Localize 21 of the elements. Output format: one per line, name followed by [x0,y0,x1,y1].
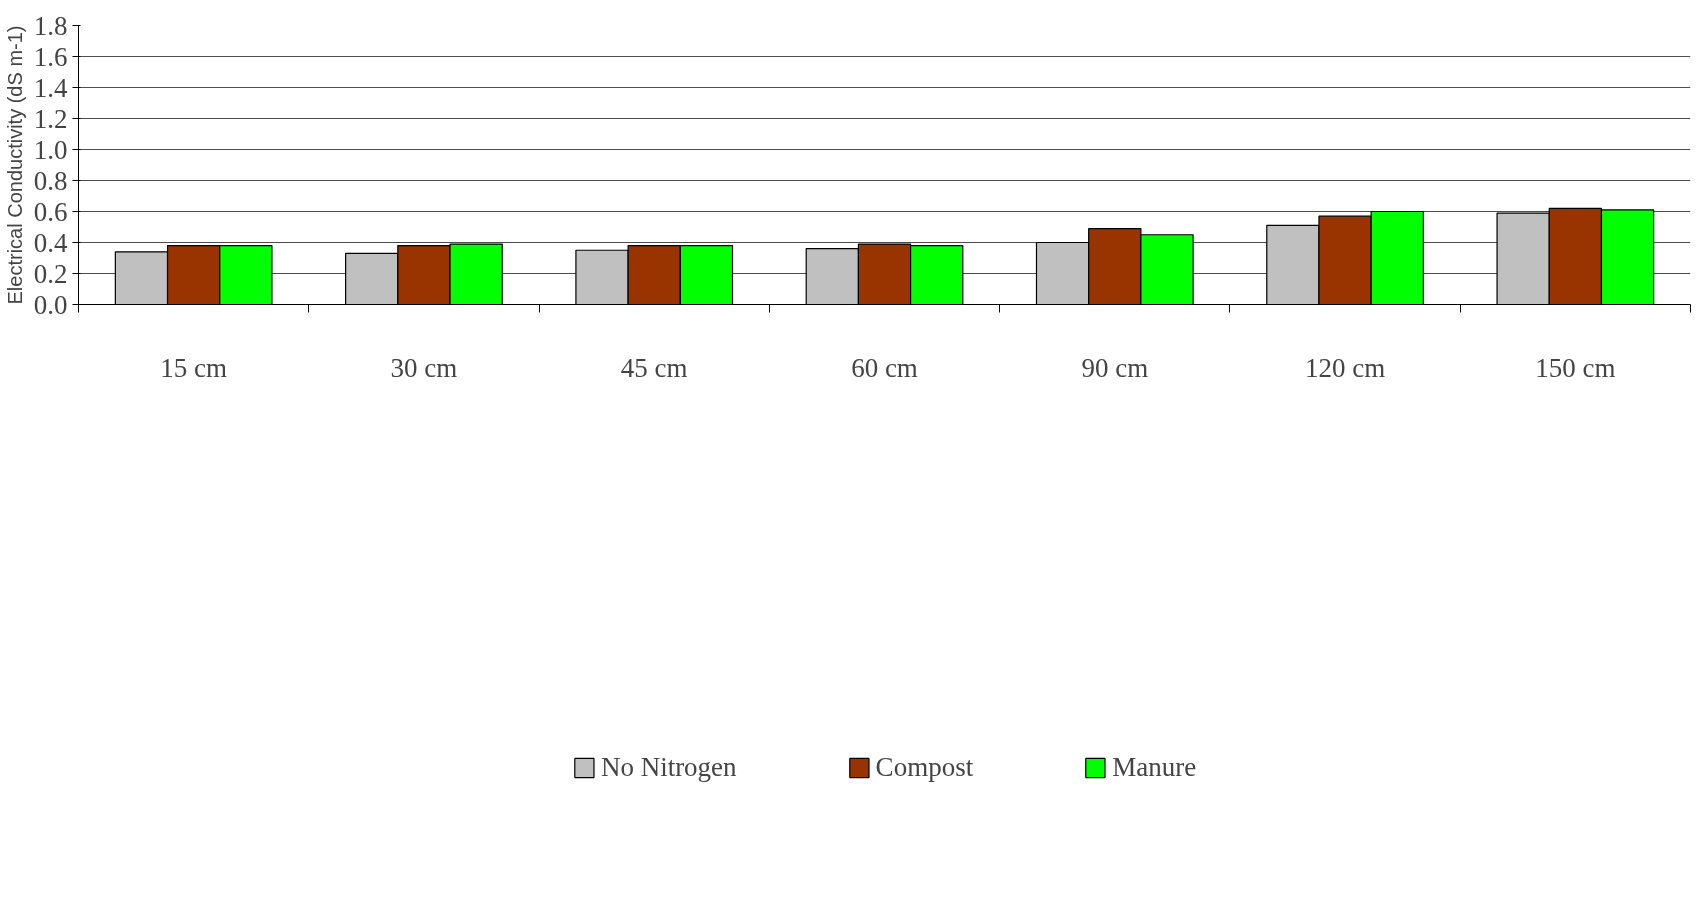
y-tick-label: 1.8 [33,10,68,41]
x-tick-label: 120 cm [1304,352,1386,383]
y-tick-label: 1.4 [33,72,68,103]
y-tick-label: 0.8 [33,165,68,196]
x-tick-label: 45 cm [620,352,688,383]
y-tick-label: 0.6 [33,196,68,227]
x-tick-label: 15 cm [160,352,228,383]
y-tick-label: 1.6 [33,41,68,72]
y-tick-label: 0.2 [33,258,68,289]
x-tick-label: 60 cm [851,352,918,383]
x-tick-label: 30 cm [390,352,458,383]
y-tick-label: 1.2 [33,103,68,134]
legend-label: No Nitrogen [600,751,737,783]
y-tick-label: 1.0 [33,134,68,165]
x-tick-label: 150 cm [1535,352,1616,383]
y-axis-title: Electrical Conductivity (dS m-1) [3,25,26,305]
y-tick-label: 0.0 [33,289,68,320]
legend-label: Manure [1112,751,1197,783]
legend-label: Compost [875,751,974,783]
x-tick-label: 90 cm [1081,352,1149,383]
y-tick-label: 0.4 [33,227,68,258]
